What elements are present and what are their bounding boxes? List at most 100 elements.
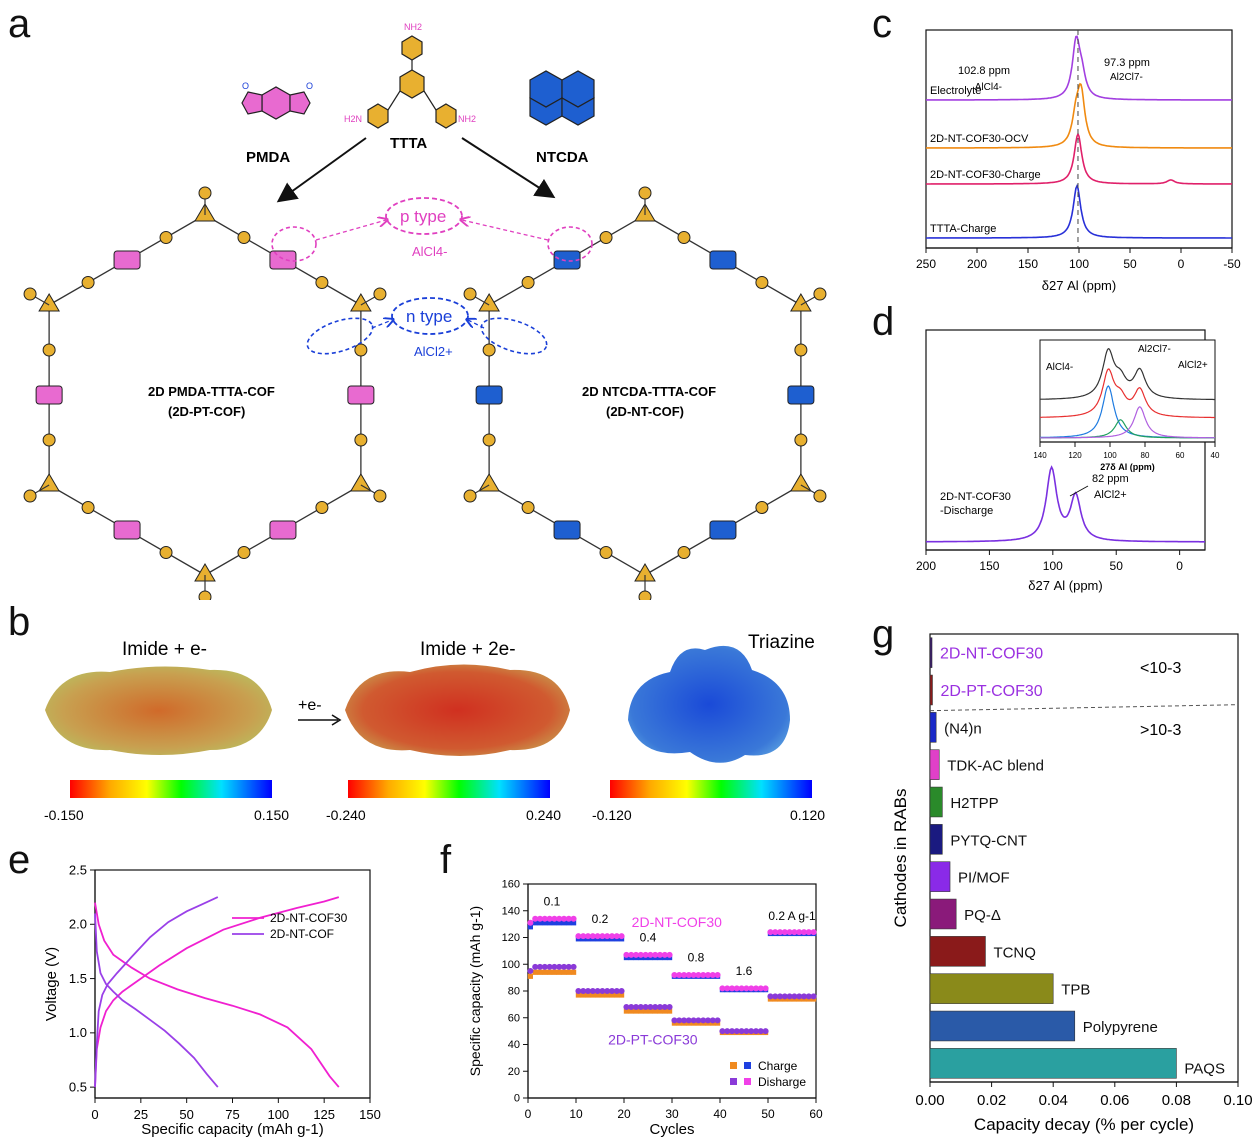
data-point-nt_charge [537,920,543,926]
data-point-nt_discharge [633,951,639,958]
x-tick-label: 0 [1178,257,1185,271]
data-point-nt_discharge [671,971,678,978]
data-point-nt_discharge [551,915,558,922]
data-point-pt_discharge [628,1004,635,1011]
esp-surface-imide-2e [345,664,570,756]
data-point-nt_discharge [743,985,750,992]
n-type-label: n type [406,307,452,326]
rate-label: 0.4 [640,931,657,945]
imide-linker [113,250,141,270]
phenyl-ring [677,231,691,244]
series-line [926,82,1232,149]
y-tick-label: 40 [508,1039,520,1051]
data-point-nt_discharge [628,951,635,958]
inset-label: AlCl4- [1046,362,1073,373]
data-point-nt_charge [551,920,557,926]
x-tick-label: 50 [179,1107,193,1122]
esp-panel-b: Imide + e- Imide + 2e- Triazine +e- -0.1… [44,632,825,823]
bar [929,1010,1076,1042]
bar [929,936,986,967]
panel-letter-g: g [872,612,895,656]
colorscale-bar-1 [70,780,272,798]
legend-label: 2D-NT-COF [270,927,334,941]
data-point-pt_charge [590,992,596,998]
rate-label: 1.6 [736,964,753,978]
data-point-pt_discharge [623,1004,630,1011]
rate-label: 0.2 [592,912,609,926]
x-tick-label: 0.10 [1223,1092,1252,1109]
imide-linker [113,520,141,540]
data-point-nt_discharge [575,933,582,940]
series-label: 2D-NT-COF30-Charge [930,169,1041,181]
threshold-label: <10-3 [1140,660,1181,677]
esp-title-3: Triazine [748,632,815,653]
chart-f-rate: 0 10 20 30 40 50 60 0 20 40 60 80 100 120 140 160 Cycles… [467,879,823,1138]
data-point-nt_discharge [613,933,620,940]
y-tick-label: 140 [502,905,520,917]
x-tick-label: 120 [1068,451,1082,460]
pmda-molecule: O O [241,81,313,120]
y-tick-label: 100 [502,959,520,971]
x-tick-label: 250 [916,257,936,271]
rate-label: 0.2 A g-1 [768,909,816,923]
triazine-node [478,473,500,492]
legend-label: 2D-NT-COF30 [270,911,348,925]
data-point-pt_discharge [618,988,625,994]
inset-line [1039,348,1215,401]
colorscale-bar-3 [610,780,812,798]
x-axis-label: δ27 Al (ppm) [1042,278,1116,293]
data-point-pt_discharge [733,1028,740,1035]
phenyl-ring [677,546,691,559]
bar [929,786,943,818]
legend-label: Disharge [758,1075,806,1089]
data-point-pt_charge [638,1008,644,1014]
data-point-pt_discharge [575,988,582,994]
data-point-pt_discharge [527,967,534,974]
data-point-nt_discharge [772,929,779,936]
x-axis-label: Capacity decay (% per cycle) [974,1115,1194,1134]
data-point-nt_discharge [541,915,548,922]
data-point-nt_discharge [685,971,692,978]
data-point-pt_discharge [657,1004,663,1011]
x-tick-label: 50 [761,1107,775,1121]
x-tick-label: 40 [713,1107,727,1121]
data-point-pt_charge [647,1008,653,1014]
phenyl-ring [354,343,368,357]
data-point-pt_discharge [556,963,563,970]
x-tick-label: 0.06 [1100,1092,1129,1109]
series-line-charge [94,896,340,1088]
scale-max-2: 0.240 [526,807,561,823]
data-point-pt_discharge [714,1017,721,1024]
data-point-nt_charge [532,920,538,926]
cof-nt-framework [463,186,827,600]
series-line-discharge [94,902,340,1088]
bar [929,674,933,706]
bar [929,861,951,892]
phenyl-ring [23,287,37,301]
phenyl-ring [813,287,827,301]
data-point-pt_charge [575,992,581,998]
series-line-discharge [94,913,219,1088]
data-point-pt_discharge [585,988,591,994]
x-tick-label: 0.02 [977,1092,1006,1109]
chart-e-voltage: 0 25 50 75 100 125 150 0.5 1.0 1.5 2.0 2.5 Specific … [43,862,381,1138]
bar-label: PI/MOF [958,870,1010,887]
data-point-pt_charge [580,992,586,998]
x-tick-label: 40 [1211,451,1220,460]
scale-min-2: -0.240 [326,807,366,823]
bar-label: Polypyrene [1083,1019,1158,1036]
data-point-nt_discharge [801,929,807,936]
data-point-nt_discharge [537,915,543,922]
data-point-pt_discharge [781,993,788,1000]
cof-pt-framework [23,186,387,600]
imide-linker [35,385,63,405]
phenyl-ring [198,590,212,600]
phenyl-ring [463,489,477,503]
annotation: AlCl2+ [1094,489,1127,501]
inset-frame [1039,339,1216,443]
data-point-pt_charge [599,992,605,998]
data-point-pt_charge [527,973,533,979]
data-point-nt_charge [566,920,572,926]
data-point-nt_discharge [700,971,707,978]
phenyl-ring [315,501,329,514]
